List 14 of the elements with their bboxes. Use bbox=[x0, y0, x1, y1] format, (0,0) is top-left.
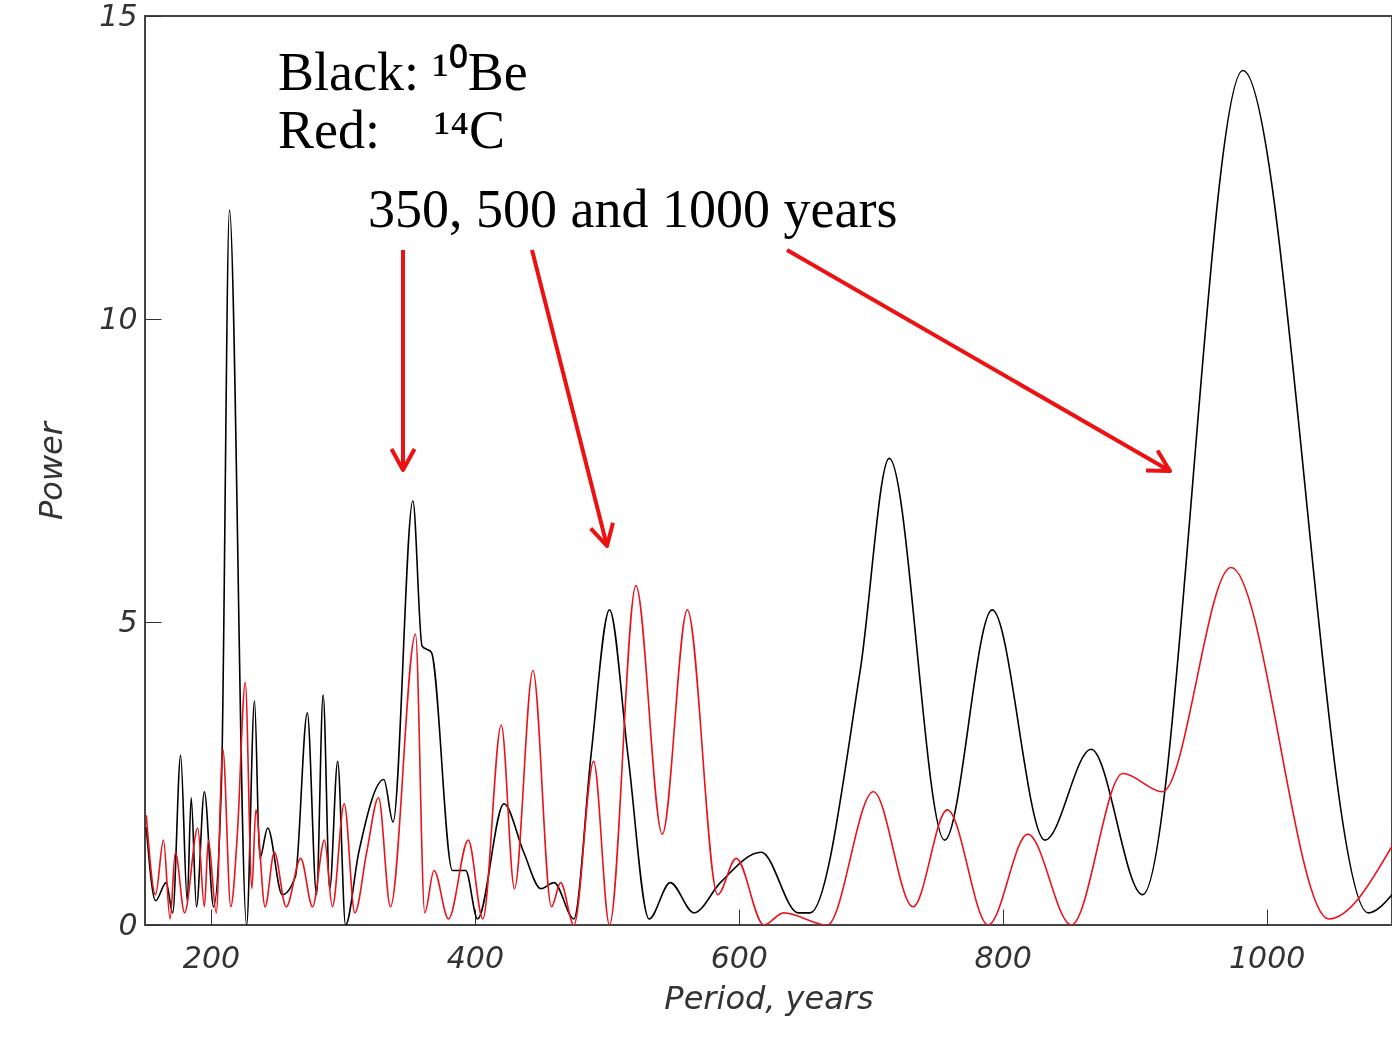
x-tick-label: 1000 bbox=[1228, 939, 1306, 975]
y-tick-label: 0 bbox=[118, 906, 138, 942]
y-tick-label: 5 bbox=[118, 603, 138, 639]
y-tick-label: 10 bbox=[99, 300, 138, 336]
x-axis-title: Period, years bbox=[664, 978, 874, 1017]
x-tick-label: 600 bbox=[710, 939, 768, 975]
x-tick-label: 800 bbox=[974, 939, 1032, 975]
x-tick-label: 200 bbox=[182, 939, 241, 975]
y-tick-label: 15 bbox=[99, 0, 138, 33]
annotation: 350, 500 and 1000 years bbox=[368, 179, 898, 239]
y-axis-title: Power bbox=[32, 420, 71, 520]
x-tick-label: 400 bbox=[446, 939, 505, 975]
annotation: Black: ¹⁰Be bbox=[278, 42, 528, 102]
annotation: Red: ¹⁴C bbox=[278, 100, 506, 160]
